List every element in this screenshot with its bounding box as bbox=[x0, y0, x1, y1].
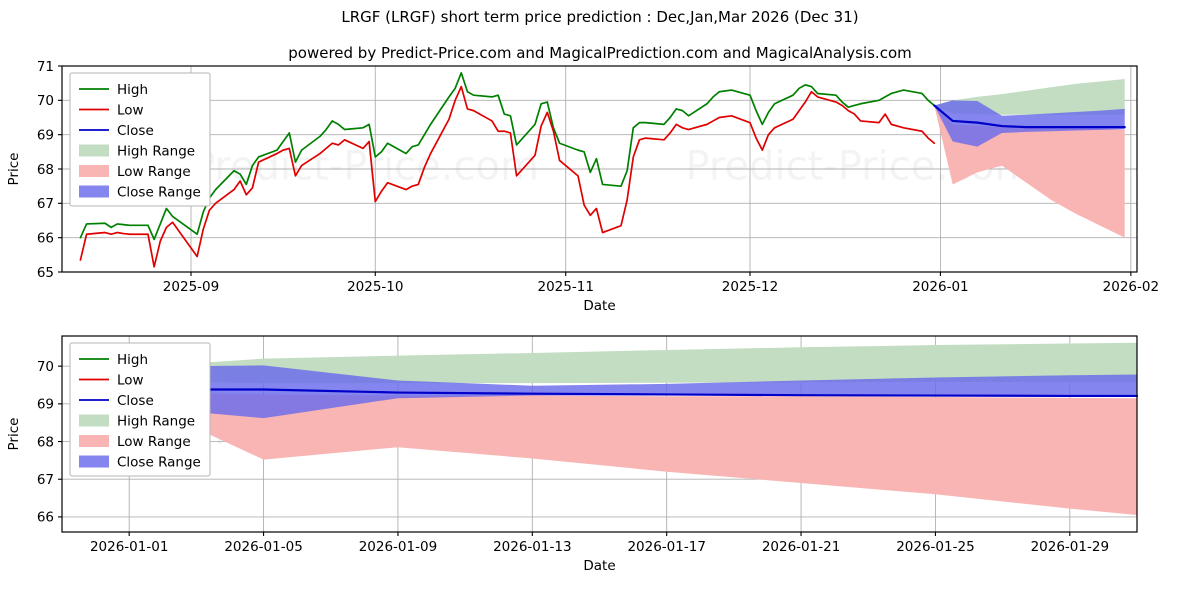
x-tick-label: 2026-01-29 bbox=[1031, 539, 1109, 555]
legend-label: High Range bbox=[117, 144, 195, 160]
y-axis-title: Price bbox=[6, 153, 22, 186]
legend-swatch-band bbox=[79, 435, 109, 447]
x-axis-title: Date bbox=[583, 298, 615, 314]
x-tick-label: 2025-09 bbox=[163, 279, 219, 295]
legend-label: Close bbox=[117, 123, 154, 139]
y-tick-label: 69 bbox=[37, 127, 54, 143]
legend-swatch-band bbox=[79, 165, 109, 177]
close-line bbox=[195, 388, 1139, 398]
legend-swatch-band bbox=[79, 185, 109, 198]
legend-label: Low Range bbox=[117, 434, 191, 450]
legend-label: Low bbox=[117, 103, 144, 119]
x-tick-label: 2026-02 bbox=[1103, 279, 1159, 295]
low-range-band bbox=[196, 393, 1137, 516]
legend-label: Close bbox=[117, 393, 154, 409]
x-tick-label: 2026-01-01 bbox=[90, 539, 168, 555]
close-range-band bbox=[934, 100, 1125, 147]
chart-detail: Predict-Price.comPredict-Price.com666768… bbox=[6, 335, 1139, 574]
x-tick-label: 2026-01 bbox=[912, 279, 968, 295]
y-tick-label: 69 bbox=[37, 397, 54, 413]
legend-label: High bbox=[117, 352, 148, 368]
x-tick-label: 2025-11 bbox=[538, 279, 594, 295]
high-line bbox=[79, 72, 936, 241]
y-tick-label: 66 bbox=[37, 510, 54, 526]
legend-label: Low bbox=[117, 373, 144, 389]
y-tick-label: 70 bbox=[37, 359, 54, 375]
x-tick-label: 2026-01-05 bbox=[224, 539, 302, 555]
plot-frame bbox=[61, 335, 1138, 533]
high-range-band bbox=[196, 342, 1137, 384]
close-range-band bbox=[196, 365, 1137, 419]
x-tick-label: 2026-01-09 bbox=[359, 539, 437, 555]
x-tick-label: 2026-01-17 bbox=[627, 539, 705, 555]
chart-overview: Predict-Price.comPredict-Price.com656667… bbox=[6, 59, 1159, 314]
watermark-text: Predict-Price.com bbox=[191, 143, 539, 189]
legend-label: High Range bbox=[117, 414, 195, 430]
y-tick-label: 68 bbox=[37, 434, 54, 450]
low-line bbox=[79, 85, 936, 268]
y-tick-label: 67 bbox=[37, 196, 54, 212]
x-tick-label: 2026-01-25 bbox=[896, 539, 974, 555]
legend-swatch-band bbox=[79, 455, 109, 468]
y-tick-label: 67 bbox=[37, 472, 54, 488]
legend-swatch-band bbox=[79, 414, 109, 427]
x-tick-label: 2026-01-21 bbox=[762, 539, 840, 555]
close-line bbox=[933, 104, 1126, 129]
legend-label: Close Range bbox=[117, 455, 201, 471]
x-tick-label: 2025-10 bbox=[347, 279, 403, 295]
x-tick-label: 2026-01-13 bbox=[493, 539, 571, 555]
y-axis-title: Price bbox=[6, 418, 22, 451]
y-tick-label: 66 bbox=[37, 230, 54, 246]
y-tick-label: 70 bbox=[37, 93, 54, 109]
x-axis-title: Date bbox=[583, 558, 615, 574]
legend-label: Low Range bbox=[117, 164, 191, 180]
y-tick-label: 71 bbox=[37, 59, 54, 75]
page-subtitle: powered by Predict-Price.com and Magical… bbox=[288, 44, 912, 62]
y-tick-label: 68 bbox=[37, 162, 54, 178]
legend-label: Close Range bbox=[117, 185, 201, 201]
x-tick-label: 2025-12 bbox=[722, 279, 778, 295]
legend-swatch-band bbox=[79, 144, 109, 157]
page-title: LRGF (LRGF) short term price prediction … bbox=[341, 8, 859, 26]
y-tick-label: 65 bbox=[37, 265, 54, 281]
legend-label: High bbox=[117, 82, 148, 98]
